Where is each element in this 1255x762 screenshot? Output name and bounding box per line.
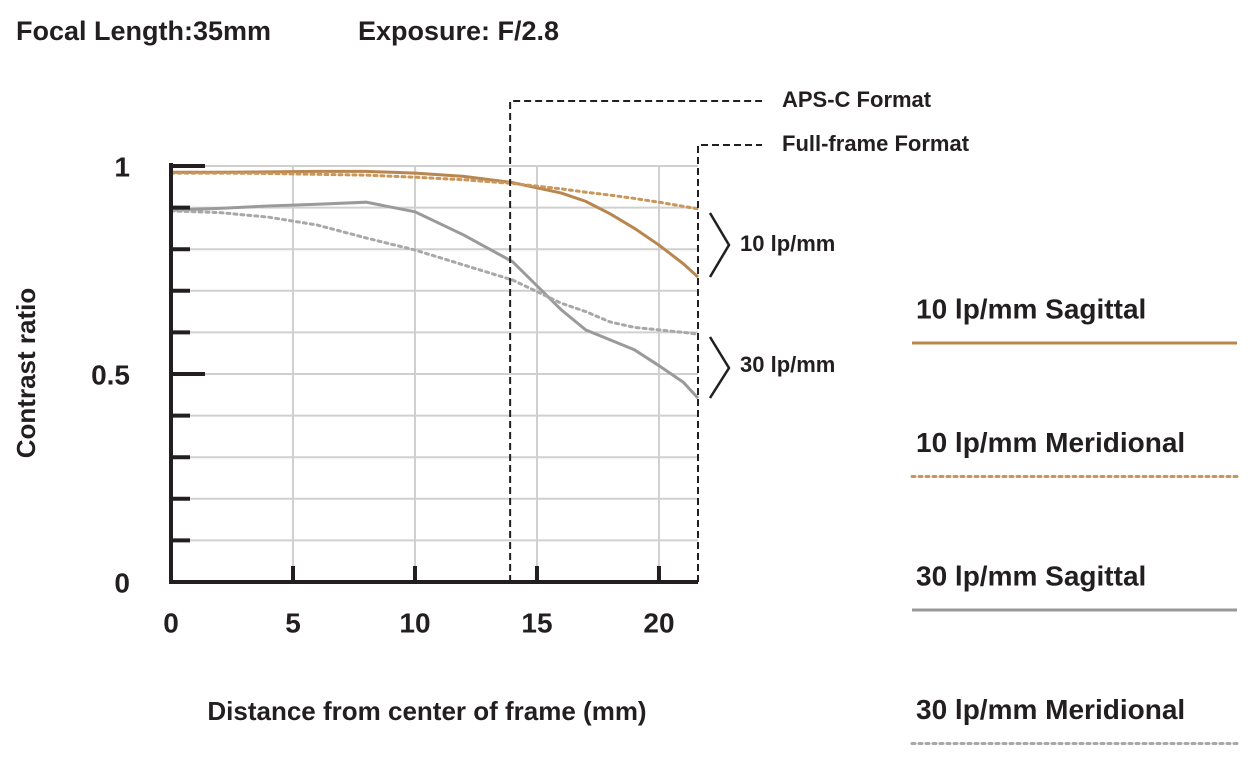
- legend-label: 30 lp/mm Meridional: [916, 694, 1185, 725]
- bracket: [708, 336, 731, 399]
- y-tick-label: 1: [114, 151, 130, 182]
- legend-label: 30 lp/mm Sagittal: [916, 560, 1146, 591]
- bracket: [708, 212, 731, 278]
- y-axis-title: Contrast ratio: [11, 288, 41, 458]
- series-line: [171, 169, 700, 279]
- annotation: 30 lp/mm: [740, 352, 835, 377]
- format-line: [697, 144, 762, 582]
- legend-label: 10 lp/mm Sagittal: [916, 293, 1146, 324]
- header-focal: Focal Length:35mm: [16, 16, 271, 46]
- x-tick-label: 20: [643, 607, 674, 638]
- x-tick-label: 5: [285, 607, 301, 638]
- format-label: Full-frame Format: [782, 131, 970, 156]
- format-line: [509, 100, 762, 582]
- y-tick-label: 0.5: [91, 359, 130, 390]
- header-exposure: Exposure: F/2.8: [358, 16, 559, 46]
- series-line: [169, 171, 700, 211]
- legend-label: 10 lp/mm Meridional: [916, 427, 1185, 458]
- y-tick-label: 0: [114, 567, 130, 598]
- annotation: 10 lp/mm: [740, 231, 835, 256]
- x-axis-title: Distance from center of frame (mm): [207, 696, 646, 726]
- x-tick-label: 0: [163, 607, 179, 638]
- x-tick-label: 10: [399, 607, 430, 638]
- series-line: [170, 200, 700, 400]
- x-tick-label: 15: [521, 607, 552, 638]
- series-line: [169, 209, 700, 336]
- format-label: APS-C Format: [782, 87, 932, 112]
